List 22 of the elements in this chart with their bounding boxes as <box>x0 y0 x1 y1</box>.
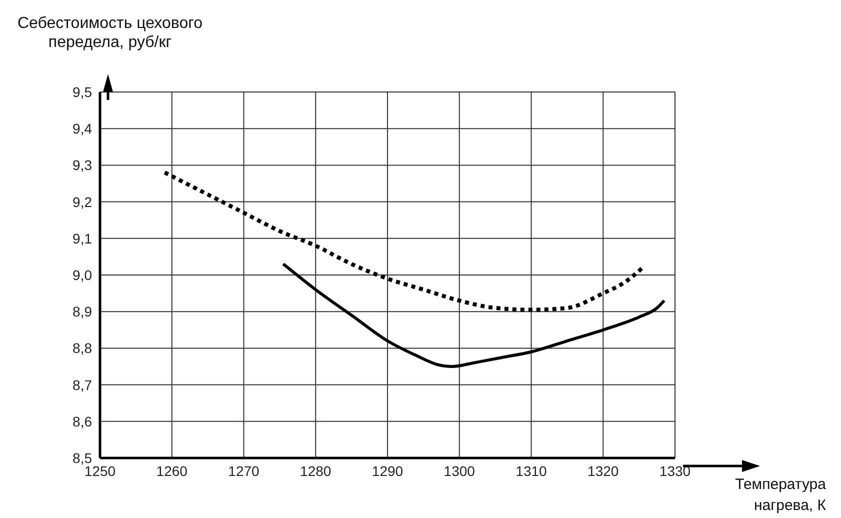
x-tick-label: 1330 <box>659 462 691 479</box>
y-tick-label: 8,6 <box>72 413 92 430</box>
y-tick-label: 8,9 <box>72 304 92 320</box>
x-axis-title: Температура нагрева, К <box>734 475 826 516</box>
line-series <box>162 170 645 312</box>
y-tick-label: 9,4 <box>72 120 92 137</box>
x-tick-label: 1300 <box>444 462 476 479</box>
y-tick-label: 9,2 <box>72 194 92 210</box>
y-tick-label: 9,0 <box>72 266 92 283</box>
line-series <box>282 262 666 368</box>
y-tick-label: 8,8 <box>72 340 92 356</box>
x-tick-label: 1320 <box>588 462 619 479</box>
x-tick-label: 1260 <box>156 462 188 479</box>
y-tick-label: 9,1 <box>72 230 92 246</box>
x-tick-label: 1270 <box>228 462 260 479</box>
y-axis-title: Себестоимость цехового передела, руб/кг <box>16 14 204 52</box>
y-tick-label: 8,7 <box>72 376 92 393</box>
y-tick-label: 9,5 <box>72 84 92 100</box>
y-tick-label: 9,3 <box>72 157 92 174</box>
x-tick-label: 1280 <box>300 462 332 479</box>
x-tick-label: 1290 <box>372 462 404 479</box>
x-tick-label: 1310 <box>516 462 548 479</box>
